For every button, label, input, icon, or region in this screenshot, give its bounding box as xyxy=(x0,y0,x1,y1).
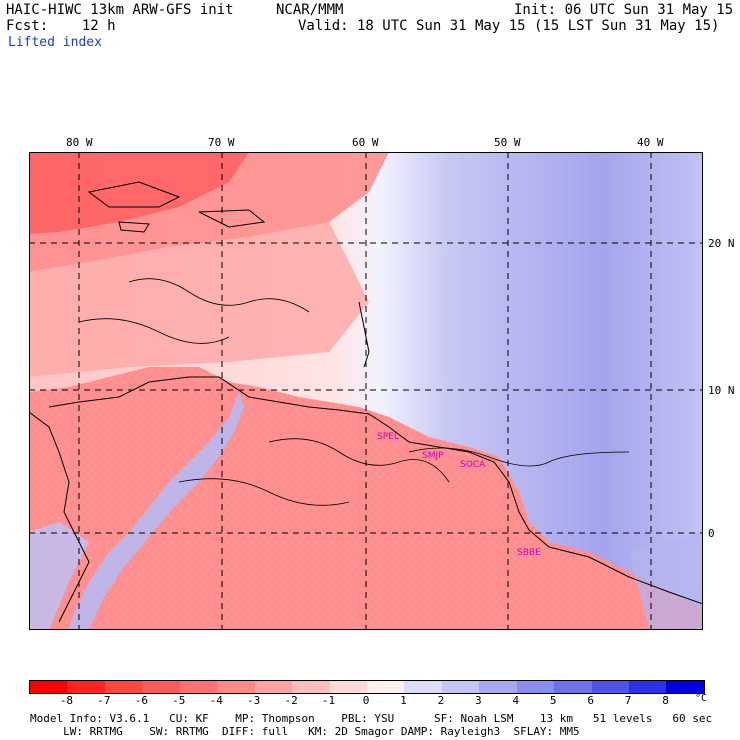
colorbar-swatch xyxy=(441,681,480,693)
colorbar-tick-label: -4 xyxy=(209,694,223,707)
contour-line xyxy=(128,278,310,313)
contour-line xyxy=(78,318,230,344)
andes-stable-ridge xyxy=(69,392,244,630)
colorbar-tick-label: 6 xyxy=(587,694,594,707)
colorbar-swatch xyxy=(366,681,405,693)
station-sbbe: SBBE xyxy=(517,548,541,558)
colorbar-swatch xyxy=(479,681,517,693)
station-smjp: SMJP xyxy=(422,451,444,461)
colorbar-swatch xyxy=(254,681,293,693)
map-frame xyxy=(29,152,703,630)
colorbar-unit: °C xyxy=(695,693,708,704)
model-info-line1: Model Info: V3.6.1 CU: KF MP: Thompson P… xyxy=(30,712,713,725)
colorbar-tick-label: -7 xyxy=(97,694,111,707)
colorbar-swatch xyxy=(104,681,143,693)
southeast-stable-area xyxy=(629,532,703,630)
unstable-region-caribbean xyxy=(29,222,369,377)
pacific-stable-area xyxy=(29,522,89,630)
lat-label-0: 0 xyxy=(708,527,715,540)
colorbar-swatch xyxy=(329,681,367,693)
colorbar-tick-label: 8 xyxy=(662,694,669,707)
colorbar-swatch xyxy=(591,681,629,693)
colorbar-swatch xyxy=(67,681,105,693)
station-spel: SPEL xyxy=(377,432,399,442)
valid-time: Valid: 18 UTC Sun 31 May 15 (15 LST Sun … xyxy=(298,18,720,34)
map-panel: SPEL SMJP SOCA SBBE xyxy=(29,152,703,630)
station-soca: SOCA xyxy=(460,460,486,470)
coastline-brazil xyxy=(548,546,703,605)
lon-label-60w: 60 W xyxy=(352,136,379,149)
lat-label-10n: 10 N xyxy=(708,384,735,397)
unstable-core-north xyxy=(29,152,249,234)
colorbar-tick-label: 5 xyxy=(549,694,557,707)
colorbar-tick-label: -6 xyxy=(134,694,148,707)
colorbar-swatch xyxy=(404,681,442,693)
colorbar-swatch xyxy=(142,681,180,693)
colorbar-swatch xyxy=(629,681,667,693)
colorbar-tick-label: -5 xyxy=(172,694,186,707)
lifted-index-map xyxy=(29,152,703,630)
colorbar-swatch xyxy=(516,681,555,693)
model-info-line2: LW: RRTMG SW: RRTMG DIFF: full KM: 2D Sm… xyxy=(30,725,580,738)
org-label: NCAR/MMM xyxy=(276,2,344,18)
model-title: HAIC-HIWC 13km ARW-GFS init xyxy=(6,2,234,18)
graticule xyxy=(29,152,703,630)
lon-label-70w: 70 W xyxy=(208,136,235,149)
colorbar-swatch xyxy=(217,681,255,693)
colorbar-swatch xyxy=(30,681,68,693)
colorbar-tick-label: -3 xyxy=(247,694,261,707)
colorbar-tick-label: 7 xyxy=(624,694,632,707)
colorbar-swatch xyxy=(666,681,704,693)
coastline-north-sa xyxy=(48,376,550,548)
colorbar-swatch xyxy=(554,681,592,693)
colorbar-tick-label: 4 xyxy=(512,694,520,707)
island-cuba xyxy=(87,181,181,208)
forecast-hour: Fcst: 12 h xyxy=(6,18,116,34)
colorbar-tick-label: -2 xyxy=(284,694,298,707)
init-time: Init: 06 UTC Sun 31 May 15 xyxy=(514,2,734,18)
colorbar xyxy=(29,680,705,694)
lat-label-20n: 20 N xyxy=(708,237,735,250)
colorbar-tick-label: -1 xyxy=(321,694,336,707)
contour-line xyxy=(178,478,350,506)
field-name: Lifted index xyxy=(8,35,102,50)
colorbar-tick-label: 2 xyxy=(437,694,445,707)
lon-label-50w: 50 W xyxy=(494,136,521,149)
island-jamaica xyxy=(118,221,150,233)
lon-label-40w: 40 W xyxy=(637,136,664,149)
colorbar-tick-label: 3 xyxy=(475,694,482,707)
lon-label-80w: 80 W xyxy=(66,136,93,149)
colorbar-tick-label: 0 xyxy=(362,694,370,707)
contour-line xyxy=(408,447,630,467)
colorbar-tick-label: -8 xyxy=(59,694,74,707)
colorbar-swatch xyxy=(179,681,218,693)
colorbar-swatch xyxy=(292,681,330,693)
island-hispaniola xyxy=(198,209,266,228)
colorbar-tick-label: 1 xyxy=(400,694,407,707)
